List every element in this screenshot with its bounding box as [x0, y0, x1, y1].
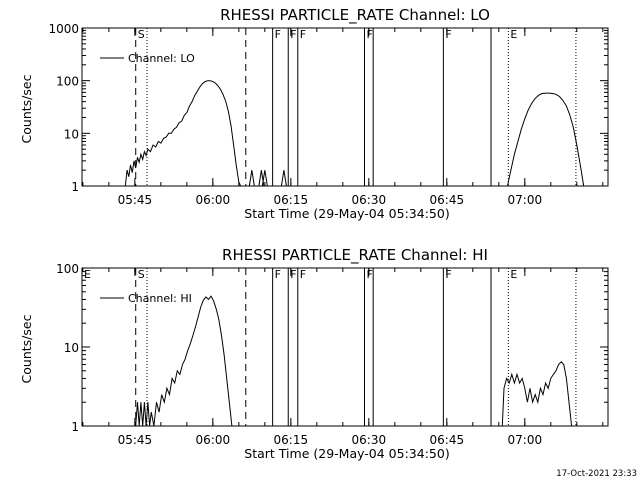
x-tick-label: 05:45	[118, 193, 153, 207]
x-tick-label: 06:45	[430, 193, 465, 207]
legend-label: Channel: LO	[128, 52, 195, 65]
x-tick-label: 05:45	[118, 433, 153, 447]
event-marker-label: F	[275, 268, 281, 281]
event-marker-label: F	[366, 28, 372, 41]
event-marker-label: F	[300, 28, 306, 41]
chart-title: RHESSI PARTICLE_RATE Channel: LO	[220, 6, 490, 25]
series-line	[124, 80, 242, 187]
event-marker-label: F	[445, 268, 451, 281]
x-tick-label: 07:00	[508, 433, 543, 447]
chart-panel-channel-lo: RHESSI PARTICLE_RATE Channel: LO 1 10 100 10…	[19, 6, 609, 221]
x-tick-label: 06:00	[196, 193, 231, 207]
y-tick-label: 1	[71, 180, 79, 194]
x-tick-label: 06:45	[430, 433, 465, 447]
event-marker-label: S	[138, 28, 145, 41]
x-tick-label: 06:00	[196, 433, 231, 447]
x-tick-label: 06:30	[352, 433, 387, 447]
event-marker-label: E	[84, 268, 91, 281]
event-marker-label: E	[510, 28, 517, 41]
series-line-second	[507, 92, 585, 187]
event-marker-label: F	[300, 268, 306, 281]
event-marker-label: F	[445, 28, 451, 41]
event-marker-label: E	[510, 268, 517, 281]
x-tick-label: 07:00	[508, 193, 543, 207]
y-axis-label: Counts/sec	[19, 314, 34, 383]
series-line-second	[501, 361, 573, 427]
x-axis-label: Start Time (29-May-04 05:34:50)	[244, 206, 449, 221]
spike-line	[261, 170, 268, 187]
y-axis-label: Counts/sec	[19, 74, 34, 143]
x-tick-label: 06:15	[274, 193, 309, 207]
event-marker-label: F	[290, 28, 296, 41]
plot-frame	[81, 27, 609, 187]
event-marker-label: F	[275, 28, 281, 41]
timestamp: 17-Oct-2021 23:33	[556, 469, 637, 479]
y-tick-label: 1	[71, 420, 79, 434]
spike-line	[248, 170, 255, 187]
series-line	[135, 295, 233, 427]
x-tick-label: 06:15	[274, 433, 309, 447]
y-tick-label: 100	[56, 75, 79, 89]
y-tick-label: 1000	[48, 22, 79, 36]
spike-line	[280, 170, 287, 187]
y-tick-label: 100	[56, 262, 79, 276]
x-axis-label: Start Time (29-May-04 05:34:50)	[244, 446, 449, 461]
x-tick-label: 06:30	[352, 193, 387, 207]
legend-label: Channel: HI	[128, 292, 192, 305]
y-tick-label: 10	[64, 127, 79, 141]
event-marker-label: F	[290, 268, 296, 281]
event-marker-label: F	[366, 268, 372, 281]
y-tick-label: 10	[64, 341, 79, 355]
chart-panel-channel-hi: RHESSI PARTICLE_RATE Channel: HI 1 10 100 05…	[19, 246, 609, 461]
chart-title: RHESSI PARTICLE_RATE Channel: HI	[222, 246, 488, 265]
event-marker-label: S	[138, 268, 145, 281]
